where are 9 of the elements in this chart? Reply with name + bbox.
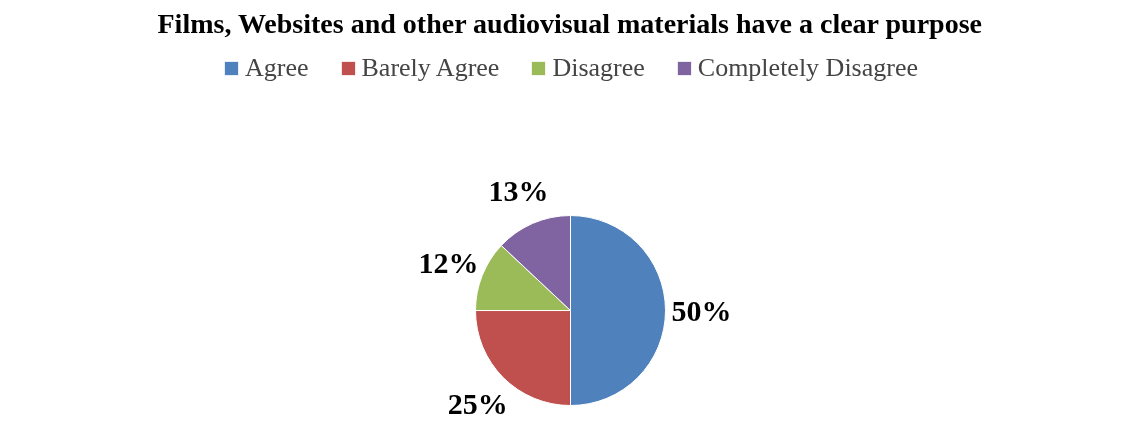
legend-label: Completely Disagree	[697, 53, 919, 83]
legend-label: Agree	[244, 53, 309, 83]
legend-label: Barely Agree	[361, 53, 500, 83]
legend-label: Disagree	[552, 53, 645, 83]
data-label: 25%	[447, 386, 508, 420]
data-label: 50%	[671, 294, 732, 328]
data-label: 12%	[418, 245, 479, 279]
chart-title: Films, Websites and other audiovisual materials have a clear purpose	[157, 7, 982, 39]
data-label: 13%	[488, 173, 549, 207]
